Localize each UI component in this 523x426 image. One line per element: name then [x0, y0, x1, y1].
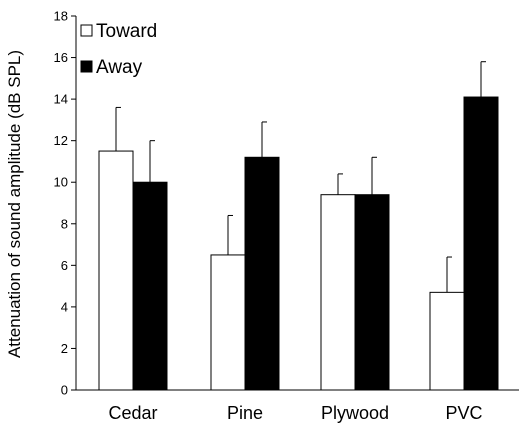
category-label: Plywood [321, 403, 389, 423]
legend-label-away: Away [96, 57, 143, 78]
y-tick-label: 12 [54, 133, 68, 148]
bar-toward-pvc [429, 291, 465, 391]
y-tick-label: 2 [61, 341, 68, 356]
legend-label-toward: Toward [96, 21, 157, 42]
y-axis-ticks: 0 2 4 6 8 10 12 14 16 18 [54, 9, 76, 398]
bar-away-plywood [354, 194, 390, 391]
y-tick-label: 4 [61, 299, 68, 314]
error-bars [115, 61, 486, 293]
y-tick-label: 0 [61, 383, 68, 398]
bar-away-cedar [132, 181, 168, 391]
bar-toward-plywood [320, 194, 356, 391]
bar-away-pine [244, 156, 280, 391]
y-tick-label: 16 [54, 50, 68, 65]
category-label: PVC [445, 403, 482, 423]
bar-toward-cedar [98, 150, 134, 391]
legend: Toward Away [80, 21, 157, 78]
category-label: Cedar [108, 403, 157, 423]
legend-swatch-toward [80, 24, 93, 37]
legend-swatch-away [80, 60, 93, 73]
y-axis-title: Attenuation of sound amplitude (dB SPL) [5, 50, 24, 358]
category-label: Pine [227, 403, 263, 423]
bar-away-pvc [463, 96, 499, 391]
y-tick-label: 10 [54, 175, 68, 190]
bars [98, 96, 499, 391]
y-tick-label: 6 [61, 258, 68, 273]
y-tick-label: 8 [61, 216, 68, 231]
y-tick-label: 18 [54, 9, 68, 24]
x-axis-labels: Cedar Pine Plywood PVC [108, 403, 482, 423]
y-tick-label: 14 [54, 92, 68, 107]
bar-toward-pine [210, 254, 246, 391]
